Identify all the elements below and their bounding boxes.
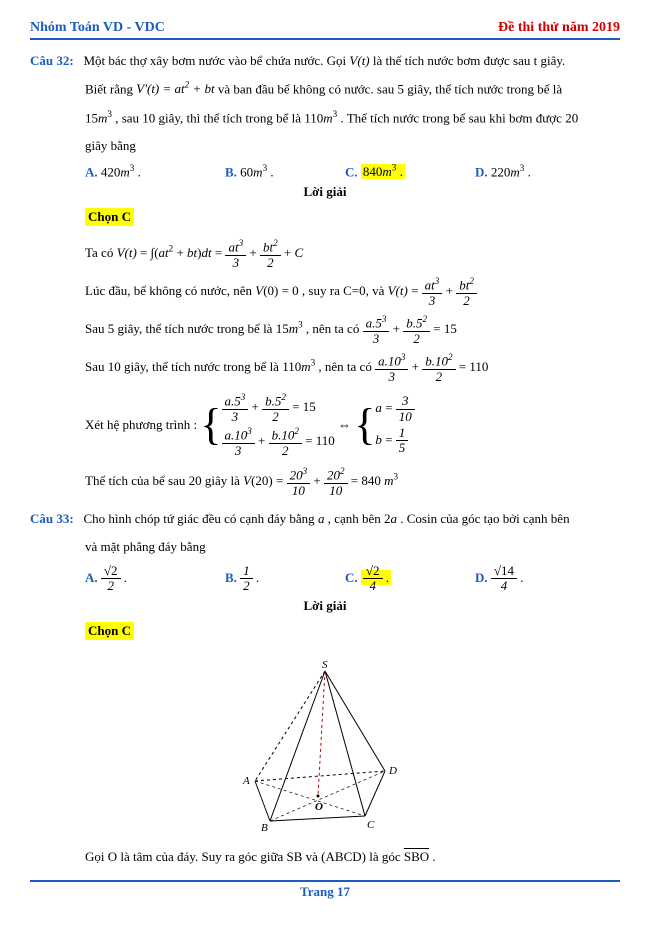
q32-sol4: Sau 10 giây, thể tích nước trong bể là 1… [85,352,620,384]
q33-loigiai: Lời giải [30,598,620,614]
q32-sol3: Sau 5 giây, thể tích nước trong bể là 15… [85,314,620,346]
q32-line4: giây bằng [85,135,620,157]
q32-sol5-text: Xét hệ phương trình : [85,417,197,433]
q32-sol1: Ta có V(t) = ∫(at2 + bt)dt = at33 + bt22… [85,238,620,270]
footer: Trang 17 [30,880,620,900]
q32-opt-b: B. 60m3 . [225,163,345,180]
q33-opt-d: D. √144 . [475,564,620,594]
q33-sol1: Gọi O là tâm của đáy. Suy ra góc giữa SB… [85,846,620,868]
header-right: Đề thi thử năm 2019 [498,20,620,36]
q32-sol5: Xét hệ phương trình : { a.533 + b.522 = … [85,390,620,460]
q33-label: Câu 33: [30,511,74,526]
pyramid-figure: S A B C D O [215,656,435,836]
q33-opt-c: C. √24 . [345,564,475,594]
q33-line1: Câu 33: Cho hình chóp tứ giác đều có cạn… [30,508,620,530]
svg-text:D: D [388,765,397,777]
q32-chon: Chọn C [85,208,134,226]
q33-text1: Cho hình chóp tứ giác đều có cạnh đáy bằ… [83,511,569,526]
q33-options: A. √22 . B. 12 . C. √24 . D. √144 . [85,564,620,594]
header-left: Nhóm Toán VD - VDC [30,20,165,36]
q32-opt-c: C. 840m3 . [345,163,475,180]
svg-text:A: A [242,775,250,787]
q32-text1: Một bác thợ xây bơm nước vào bể chứa nướ… [83,53,565,68]
q32-opt-d: D. 220m3 . [475,163,620,180]
q32-sol2: Lúc đầu, bể không có nước, nên V(0) = 0 … [85,276,620,308]
q33-opt-a: A. √22 . [85,564,225,594]
svg-text:S: S [322,659,328,671]
q32-opt-a: A. 420m3 . [85,163,225,180]
q33-opt-b: B. 12 . [225,564,345,594]
q32-line2: Biết rằng V'(t) = at2 + bt và ban đầu bể… [85,78,620,100]
q33-line2: và mặt phẳng đáy bằng [85,536,620,558]
q32-loigiai: Lời giải [30,184,620,200]
q32-sol6: Thể tích của bể sau 20 giây là V(20) = 2… [85,466,620,498]
q32-line1: Câu 32: Một bác thợ xây bơm nước vào bể … [30,50,620,72]
svg-text:O: O [315,801,323,813]
q32-line3: 15m3 , sau 10 giây, thì thể tích trong b… [85,107,620,129]
q32-options: A. 420m3 . B. 60m3 . C. 840m3 . D. 220m3… [85,163,620,180]
q33-chon: Chọn C [85,622,134,640]
svg-text:C: C [367,819,375,831]
q32-label: Câu 32: [30,53,74,68]
svg-text:B: B [261,822,268,834]
